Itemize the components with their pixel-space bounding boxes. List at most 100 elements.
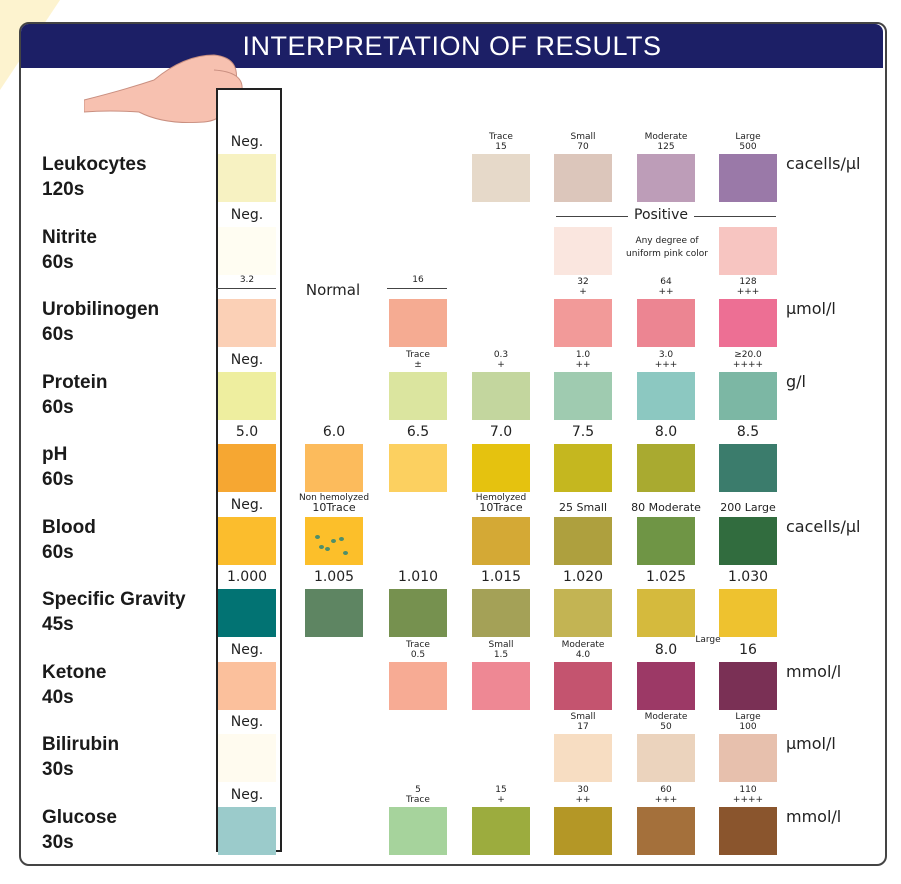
test-name: Blood 60s (42, 515, 96, 565)
color-swatch (719, 444, 777, 492)
range-bracket (216, 288, 276, 289)
pad-label: 8.5 (736, 424, 760, 440)
pad-label: Neg. (230, 641, 264, 658)
test-title: Bilirubin (42, 734, 120, 755)
test-title: Ketone (42, 661, 107, 683)
blood-spot (343, 550, 348, 555)
pad-label: 1.025 (645, 569, 687, 585)
color-swatch (637, 589, 695, 637)
pad-label: 5.0 (235, 424, 259, 440)
test-time: 40s (42, 686, 74, 708)
pad-label: 6.0 (322, 424, 346, 440)
blood-spot (325, 546, 330, 551)
color-swatch (554, 589, 612, 637)
pad-label: 0.3 + (493, 349, 509, 370)
blood-spot (319, 544, 324, 549)
large-label: Large (695, 634, 721, 645)
pad-label: Trace 0.5 (406, 639, 430, 660)
pad-label: Small 17 (570, 712, 596, 732)
unit-label: cacells/μl (786, 154, 861, 173)
strip-pad (218, 154, 276, 202)
pad-label: 1.010 (397, 569, 439, 585)
pad-label: Neg. (230, 786, 264, 803)
color-swatch (637, 734, 695, 782)
color-swatch (637, 371, 695, 420)
test-time: 45s (42, 614, 74, 635)
color-swatch (554, 734, 612, 782)
test-title: pH (42, 444, 68, 465)
pad-label: 128 +++ (736, 277, 760, 297)
test-time: 60s (42, 469, 74, 490)
test-name: pH 60s (42, 442, 74, 492)
blood-spot (339, 536, 344, 541)
test-time: 30s (42, 759, 74, 780)
pad-label: 16 (412, 275, 424, 285)
unit-label: cacells/μl (786, 516, 861, 536)
positive-note: Any degree of uniform pink color (626, 235, 708, 259)
color-swatch (472, 516, 530, 565)
color-swatch (389, 589, 447, 637)
color-swatch (637, 806, 695, 855)
pad-label: Non hemolyzed 10Trace (298, 492, 370, 514)
pad-label: 8.0 (654, 641, 678, 658)
test-name: Protein 60s (42, 370, 107, 420)
pad-label: 64 ++ (658, 277, 674, 297)
pad-label: Neg. (230, 351, 264, 368)
color-swatch (472, 154, 530, 202)
test-time: 60s (42, 396, 74, 418)
pad-label: Small 70 (570, 132, 596, 152)
pad-label: 6.5 (406, 424, 430, 440)
pad-label: Trace 15 (489, 132, 513, 152)
strip-pad (218, 516, 276, 565)
test-title: Specific Gravity (42, 589, 186, 610)
strip-pad (218, 371, 276, 420)
test-name: Leukocytes 120s (42, 152, 147, 202)
color-swatch (554, 299, 612, 347)
color-swatch (472, 371, 530, 420)
pad-label: 1.020 (562, 569, 604, 585)
pad-label: Neg. (230, 206, 264, 223)
blood-spot (315, 534, 320, 539)
strip-pad (218, 806, 276, 855)
color-swatch (472, 444, 530, 492)
pad-label: Trace ± (406, 349, 430, 370)
pad-label: ≥20.0 ++++ (732, 349, 764, 370)
pad-label: 5 Trace (406, 784, 430, 805)
color-swatch (719, 516, 777, 565)
pad-label: 7.5 (571, 424, 595, 440)
color-swatch (389, 371, 447, 420)
test-time: 30s (42, 831, 74, 853)
color-swatch (305, 589, 363, 637)
range-bracket (387, 288, 447, 289)
title-banner (21, 24, 883, 68)
test-name: Bilirubin 30s (42, 732, 119, 782)
color-swatch (719, 226, 777, 275)
color-swatch (637, 154, 695, 202)
color-swatch (389, 299, 447, 347)
pad-label: 25 Small (558, 500, 608, 514)
positive-title: Positive (628, 206, 694, 223)
test-title: Glucose (42, 806, 117, 828)
test-name: Urobilinogen 60s (42, 297, 159, 347)
pad-label: Neg. (230, 714, 264, 730)
pad-label: 30 ++ (575, 784, 591, 805)
unit-label: g/l (786, 371, 806, 391)
pad-label: 3.0 +++ (654, 349, 678, 370)
pad-label: Large 500 (735, 132, 761, 152)
color-swatch (389, 806, 447, 855)
color-swatch (554, 226, 612, 275)
color-swatch (719, 806, 777, 855)
unit-label: mmol/l (786, 806, 842, 826)
pad-label: 1.000 (226, 569, 268, 585)
unit-label: μmol/l (786, 299, 836, 318)
strip-pad (218, 734, 276, 782)
test-name: Ketone 40s (42, 660, 106, 710)
color-swatch (719, 154, 777, 202)
color-swatch (637, 516, 695, 565)
pad-label: 1.030 (727, 569, 769, 585)
test-name: Specific Gravity 45s (42, 587, 186, 637)
color-swatch (389, 444, 447, 492)
color-swatch (554, 516, 612, 565)
color-swatch (637, 444, 695, 492)
color-swatch (305, 444, 363, 492)
